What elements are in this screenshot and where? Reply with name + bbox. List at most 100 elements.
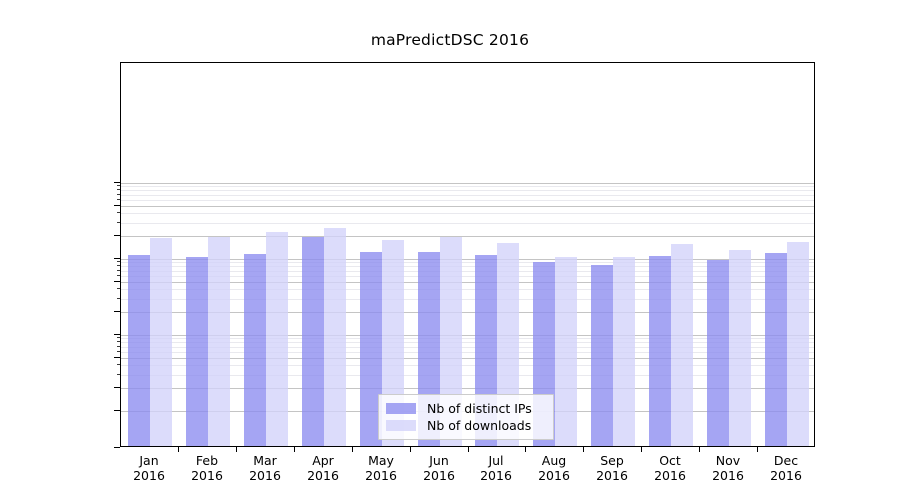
gridline-major bbox=[121, 183, 814, 184]
y-axis-minor-tick-mark bbox=[117, 346, 120, 347]
x-axis-tick-month: Nov bbox=[715, 453, 741, 468]
x-axis-tick-label: May 2016 bbox=[365, 453, 397, 483]
y-axis-minor-tick-mark bbox=[117, 189, 120, 190]
bar-downloads bbox=[440, 237, 462, 446]
x-axis-tick-label: Jun 2016 bbox=[423, 453, 455, 483]
x-axis-tick-month: May bbox=[368, 453, 394, 468]
gridline-minor bbox=[121, 299, 814, 300]
gridline-major bbox=[121, 259, 814, 260]
gridline-minor bbox=[121, 271, 814, 272]
y-axis-tick-mark bbox=[114, 387, 120, 388]
y-axis-minor-tick-mark bbox=[117, 337, 120, 338]
gridline-minor bbox=[121, 289, 814, 290]
y-axis-tick-mark bbox=[114, 258, 120, 259]
gridline-major bbox=[121, 335, 814, 336]
gridline-minor bbox=[121, 266, 814, 267]
x-axis-tick-month: Aug bbox=[541, 453, 567, 468]
gridline-minor bbox=[121, 338, 814, 339]
bar-downloads bbox=[787, 242, 809, 446]
legend-swatch-icon bbox=[386, 403, 416, 414]
x-axis-tick-label: Feb 2016 bbox=[191, 453, 223, 483]
y-axis-tick-mark bbox=[114, 357, 120, 358]
x-axis-tick-mark bbox=[641, 447, 642, 452]
legend-item-label: Nb of distinct IPs bbox=[427, 401, 532, 416]
x-axis-tick-month: Sep bbox=[600, 453, 624, 468]
gridline-minor bbox=[121, 342, 814, 343]
bars-layer bbox=[121, 63, 814, 446]
bar-distinct-ips bbox=[186, 257, 208, 446]
bar-downloads bbox=[671, 244, 693, 446]
gridline-major bbox=[121, 236, 814, 237]
x-axis-tick-mark bbox=[236, 447, 237, 452]
y-axis-tick-mark bbox=[114, 410, 120, 411]
y-axis-minor-tick-mark bbox=[117, 351, 120, 352]
x-axis-tick-month: Jan bbox=[139, 453, 159, 468]
x-axis-tick-label: Jul 2016 bbox=[480, 453, 512, 483]
x-axis-tick-mark bbox=[294, 447, 295, 452]
gridline-minor bbox=[121, 223, 814, 224]
gridline-minor bbox=[121, 347, 814, 348]
gridline-major bbox=[121, 206, 814, 207]
gridline-major bbox=[121, 388, 814, 389]
bar-distinct-ips bbox=[360, 252, 382, 446]
gridline-minor bbox=[121, 262, 814, 263]
bar-downloads bbox=[150, 238, 172, 446]
x-axis-tick-year: 2016 bbox=[596, 468, 628, 483]
bar-distinct-ips bbox=[244, 254, 266, 446]
y-axis-minor-tick-mark bbox=[117, 261, 120, 262]
y-axis-minor-tick-mark bbox=[117, 374, 120, 375]
gridline-minor bbox=[121, 213, 814, 214]
y-axis-tick-mark bbox=[114, 447, 120, 448]
y-axis-minor-tick-mark bbox=[117, 212, 120, 213]
gridline-minor bbox=[121, 200, 814, 201]
y-axis-tick-mark bbox=[114, 182, 120, 183]
gridline-major bbox=[121, 358, 814, 359]
x-axis-tick-mark bbox=[699, 447, 700, 452]
x-axis-tick-label: Dec 2016 bbox=[770, 453, 802, 483]
y-axis-tick-mark bbox=[114, 205, 120, 206]
x-axis-tick-mark bbox=[410, 447, 411, 452]
y-axis-minor-tick-mark bbox=[117, 222, 120, 223]
y-axis-minor-tick-mark bbox=[117, 265, 120, 266]
x-axis-tick-month: Feb bbox=[195, 453, 219, 468]
gridline-major bbox=[121, 312, 814, 313]
bar-downloads bbox=[208, 237, 230, 446]
x-axis-tick-year: 2016 bbox=[538, 468, 570, 483]
x-axis-tick-label: Jan 2016 bbox=[133, 453, 165, 483]
x-axis-tick-label: Nov 2016 bbox=[712, 453, 744, 483]
x-axis-tick-mark bbox=[468, 447, 469, 452]
x-axis-tick-month: Dec bbox=[773, 453, 799, 468]
y-axis-minor-tick-mark bbox=[117, 341, 120, 342]
y-axis-tick-mark bbox=[114, 281, 120, 282]
gridline-minor bbox=[121, 195, 814, 196]
x-axis-tick-label: Sep 2016 bbox=[596, 453, 628, 483]
bar-distinct-ips bbox=[765, 253, 787, 446]
y-axis-tick-mark bbox=[114, 334, 120, 335]
bar-downloads bbox=[324, 228, 346, 446]
y-axis-minor-tick-mark bbox=[117, 199, 120, 200]
x-axis-tick-label: Aug 2016 bbox=[538, 453, 570, 483]
x-axis-tick-mark bbox=[352, 447, 353, 452]
x-axis-tick-month: Jul bbox=[488, 453, 504, 468]
gridline-minor bbox=[121, 352, 814, 353]
x-axis-tick-year: 2016 bbox=[712, 468, 744, 483]
y-axis-tick-mark bbox=[114, 235, 120, 236]
x-axis-tick-year: 2016 bbox=[480, 468, 512, 483]
bar-downloads bbox=[729, 250, 751, 446]
bar-distinct-ips bbox=[591, 265, 613, 446]
x-axis-tick-mark bbox=[525, 447, 526, 452]
x-axis-tick-month: Apr bbox=[312, 453, 334, 468]
y-axis-minor-tick-mark bbox=[117, 185, 120, 186]
x-axis-tick-mark bbox=[178, 447, 179, 452]
legend-item-distinct-ips: Nb of distinct IPs bbox=[386, 400, 545, 417]
y-axis-minor-tick-mark bbox=[117, 364, 120, 365]
bar-downloads bbox=[613, 257, 635, 446]
chart-title: maPredictDSC 2016 bbox=[370, 31, 530, 49]
bar-distinct-ips bbox=[649, 256, 671, 446]
x-axis-tick-year: 2016 bbox=[133, 468, 165, 483]
legend-item-label: Nb of downloads bbox=[427, 418, 532, 433]
x-axis-tick-year: 2016 bbox=[249, 468, 281, 483]
y-axis-minor-tick-mark bbox=[117, 270, 120, 271]
gridline-minor bbox=[121, 375, 814, 376]
y-axis-tick-mark bbox=[114, 311, 120, 312]
